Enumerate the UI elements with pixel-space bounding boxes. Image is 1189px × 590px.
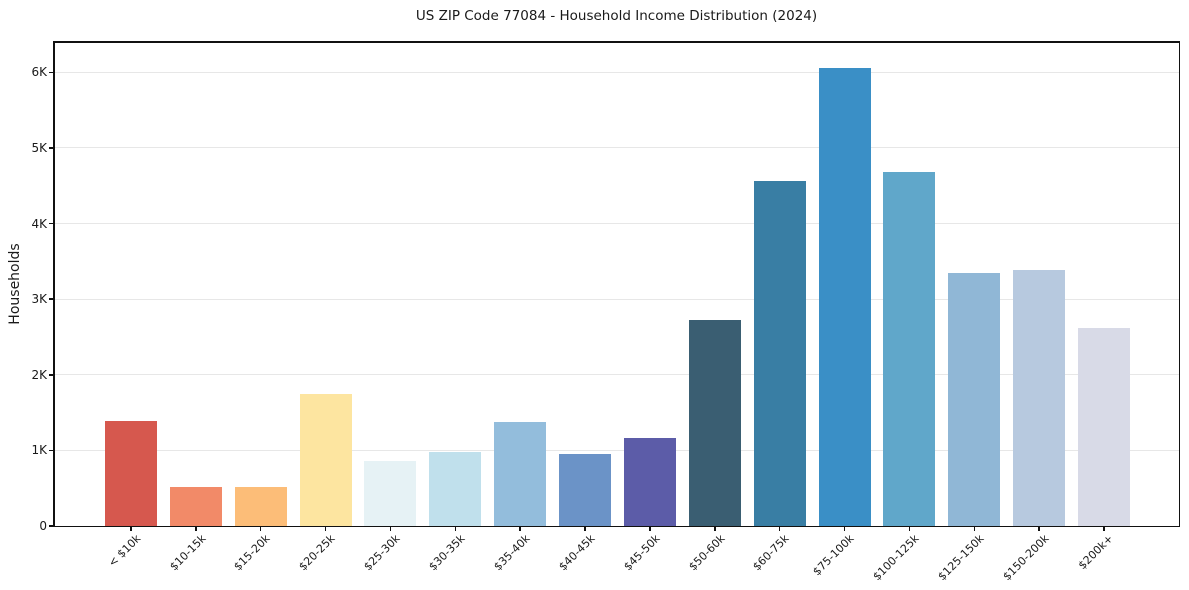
x-tick-mark [714,527,716,531]
x-tick-label: $20-25k [296,532,338,574]
x-tick-label: $50-60k [685,532,728,574]
y-tick-mark [49,71,53,73]
gridline [54,71,1179,73]
y-tick-mark [49,374,53,376]
x-tick-mark [908,527,911,531]
bar [1078,327,1131,526]
x-tick-label: $25-30k [361,532,403,574]
x-tick-mark [649,527,651,531]
bar [883,172,936,526]
x-tick-label: $30-35k [426,532,468,574]
x-tick-mark [259,527,262,531]
x-tick-mark [454,527,457,531]
bar [169,487,222,526]
x-tick-label: $200k+ [1076,532,1117,573]
bar [559,454,612,526]
x-tick-label: $60-75k [750,532,792,574]
y-tick-mark [49,449,53,452]
top-spine [53,41,1180,43]
x-tick-label: $40-45k [556,532,598,574]
x-tick-mark [973,527,976,531]
bar [948,273,1001,526]
x-axis-line [53,525,1180,527]
y-tick-mark [49,298,53,300]
bar [429,451,482,526]
y-tick-mark [49,525,53,527]
x-tick-label: < $10k [105,532,144,570]
bar [1013,269,1066,526]
y-axis-label: Households [7,243,23,325]
bar [105,420,157,526]
x-tick-label: $125-150k [935,532,987,584]
y-tick-label: 5K [31,140,47,155]
x-tick-label: $100-125k [870,532,922,584]
x-tick-mark [584,527,586,531]
x-tick-label: $75-100k [810,532,857,579]
bar [818,67,871,526]
x-tick-mark [1103,527,1105,531]
x-tick-label: $15-20k [231,532,273,574]
y-axis-line [53,41,55,527]
chart-title: US ZIP Code 77084 - Household Income Dis… [415,8,818,24]
bar [234,487,287,526]
bar [494,422,547,526]
bar [753,181,806,526]
y-tick-label: 6K [31,65,47,80]
y-tick-mark [49,147,53,149]
gridline [54,449,1179,451]
x-tick-mark [1038,527,1040,531]
x-tick-mark [519,527,521,531]
x-tick-label: $45-50k [620,532,663,574]
gridline [54,223,1179,224]
right-spine [1178,41,1180,527]
x-tick-label: $35-40k [491,532,533,574]
plot-area [54,42,1179,526]
x-tick-mark [195,527,197,531]
bar [688,319,741,526]
y-tick-label: 2K [31,367,47,382]
x-tick-mark [778,527,781,531]
bar [364,460,417,526]
x-tick-label: $150-200k [1000,532,1052,584]
y-tick-label: 0 [39,519,47,533]
y-tick-label: 4K [31,216,47,231]
y-tick-label: 1K [31,443,47,458]
gridline [54,147,1179,149]
bar [299,393,352,526]
y-tick-label: 3K [31,292,47,307]
x-tick-label: $10-15k [166,532,209,574]
bar [623,437,676,526]
x-tick-mark [389,527,392,531]
x-tick-mark [843,527,846,531]
x-tick-mark [324,527,327,531]
gridline [54,298,1179,300]
gridline [54,374,1179,376]
y-tick-mark [49,222,53,225]
x-tick-mark [130,527,132,531]
